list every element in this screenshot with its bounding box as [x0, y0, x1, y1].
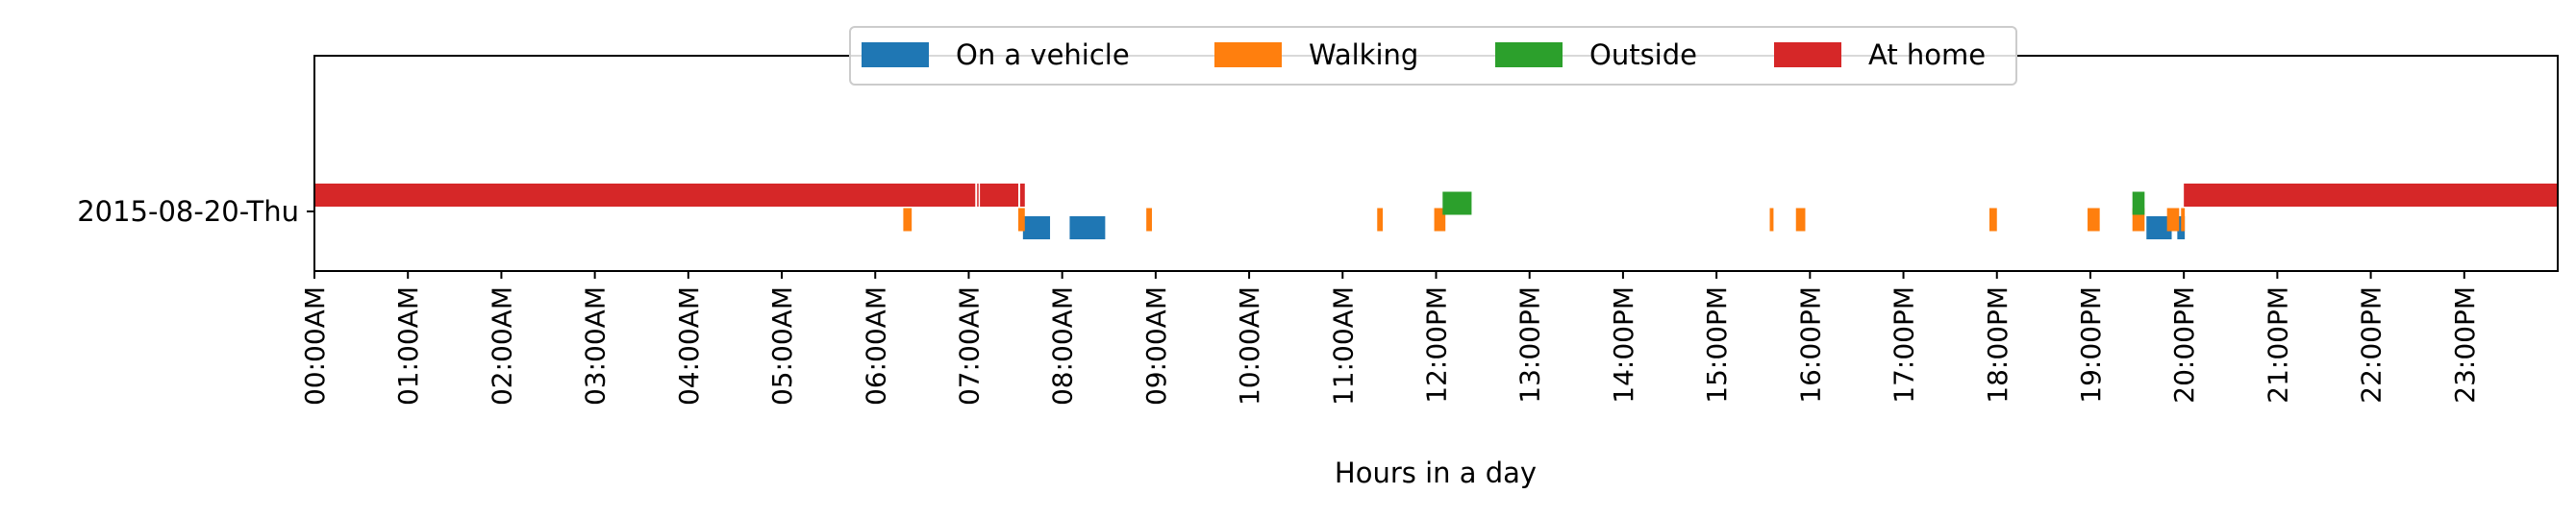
x-tick-label: 09:00AM [1140, 286, 1172, 406]
plot-area [314, 56, 2558, 271]
x-tick-label: 05:00AM [766, 286, 798, 406]
x-tick-label: 07:00AM [953, 286, 985, 406]
bar-at-home-1 [977, 184, 979, 207]
bar-walking-2 [1146, 208, 1152, 232]
bar-at-home-4 [2184, 184, 2558, 207]
legend-label: At home [1868, 38, 1986, 71]
x-axis-title: Hours in a day [1335, 457, 1537, 489]
bar-at-home-0 [314, 184, 976, 207]
bar-walking-1 [1017, 208, 1025, 232]
x-tick-label: 06:00AM [860, 286, 891, 406]
legend-frame [849, 26, 2017, 86]
x-tick-label: 15:00PM [1701, 286, 1733, 404]
bar-on-a-vehicle-1 [1069, 216, 1106, 239]
bar-at-home-3 [1019, 184, 1025, 207]
legend-swatch-at-home [1774, 42, 1841, 67]
x-tick-label: 04:00AM [673, 286, 705, 406]
legend: On a vehicle Walking Outside At home [849, 26, 2017, 86]
x-tick-label: 00:00AM [299, 286, 331, 406]
bar-walking-4 [1434, 208, 1446, 232]
legend-label: Outside [1589, 38, 1697, 71]
x-tick-label: 20:00PM [2168, 286, 2200, 404]
bar-at-home-2 [980, 184, 1018, 207]
legend-swatch-walking [1214, 42, 1282, 67]
x-tick-label: 16:00PM [1794, 286, 1826, 404]
x-tick-label: 02:00AM [486, 286, 517, 406]
x-tick-label: 10:00AM [1234, 286, 1265, 406]
bar-walking-6 [1795, 208, 1806, 232]
bar-outside-1 [2132, 191, 2145, 215]
bar-walking-7 [1988, 208, 1997, 232]
bar-on-a-vehicle-0 [1022, 216, 1051, 239]
bar-outside-0 [1442, 191, 1472, 215]
x-tick-label: 19:00PM [2075, 286, 2107, 404]
activity-bars [314, 184, 2558, 239]
x-tick-label: 14:00PM [1608, 286, 1639, 404]
x-tick-label: 12:00PM [1421, 286, 1453, 404]
x-tick-label: 22:00PM [2356, 286, 2388, 404]
x-tick-label: 11:00AM [1327, 286, 1359, 406]
x-tick-label: 01:00AM [392, 286, 424, 406]
x-tick-label: 13:00PM [1514, 286, 1546, 404]
bar-walking-11 [2181, 208, 2186, 232]
y-tick-label: 2015-08-20-Thu [77, 195, 299, 228]
x-tick-label: 17:00PM [1888, 286, 1920, 404]
bar-walking-5 [1769, 208, 1774, 232]
legend-label: On a vehicle [956, 38, 1130, 71]
bar-walking-8 [2088, 208, 2100, 232]
x-tick-label: 03:00AM [580, 286, 612, 406]
legend-swatch-outside [1495, 42, 1563, 67]
bar-walking-3 [1377, 208, 1384, 232]
x-tick-label: 18:00PM [1982, 286, 2013, 404]
bar-walking-10 [2166, 208, 2180, 232]
x-axis: 00:00AM 01:00AM 02:00AM 03:00AM 04:00AM 05:00… [299, 271, 2481, 406]
x-tick-label: 23:00PM [2449, 286, 2481, 404]
bar-walking-0 [903, 208, 913, 232]
legend-label: Walking [1309, 38, 1418, 71]
x-tick-label: 08:00AM [1047, 286, 1079, 406]
x-tick-label: 21:00PM [2262, 286, 2293, 404]
legend-swatch-on-a-vehicle [862, 42, 929, 67]
y-axis: 2015-08-20-Thu [77, 195, 314, 228]
